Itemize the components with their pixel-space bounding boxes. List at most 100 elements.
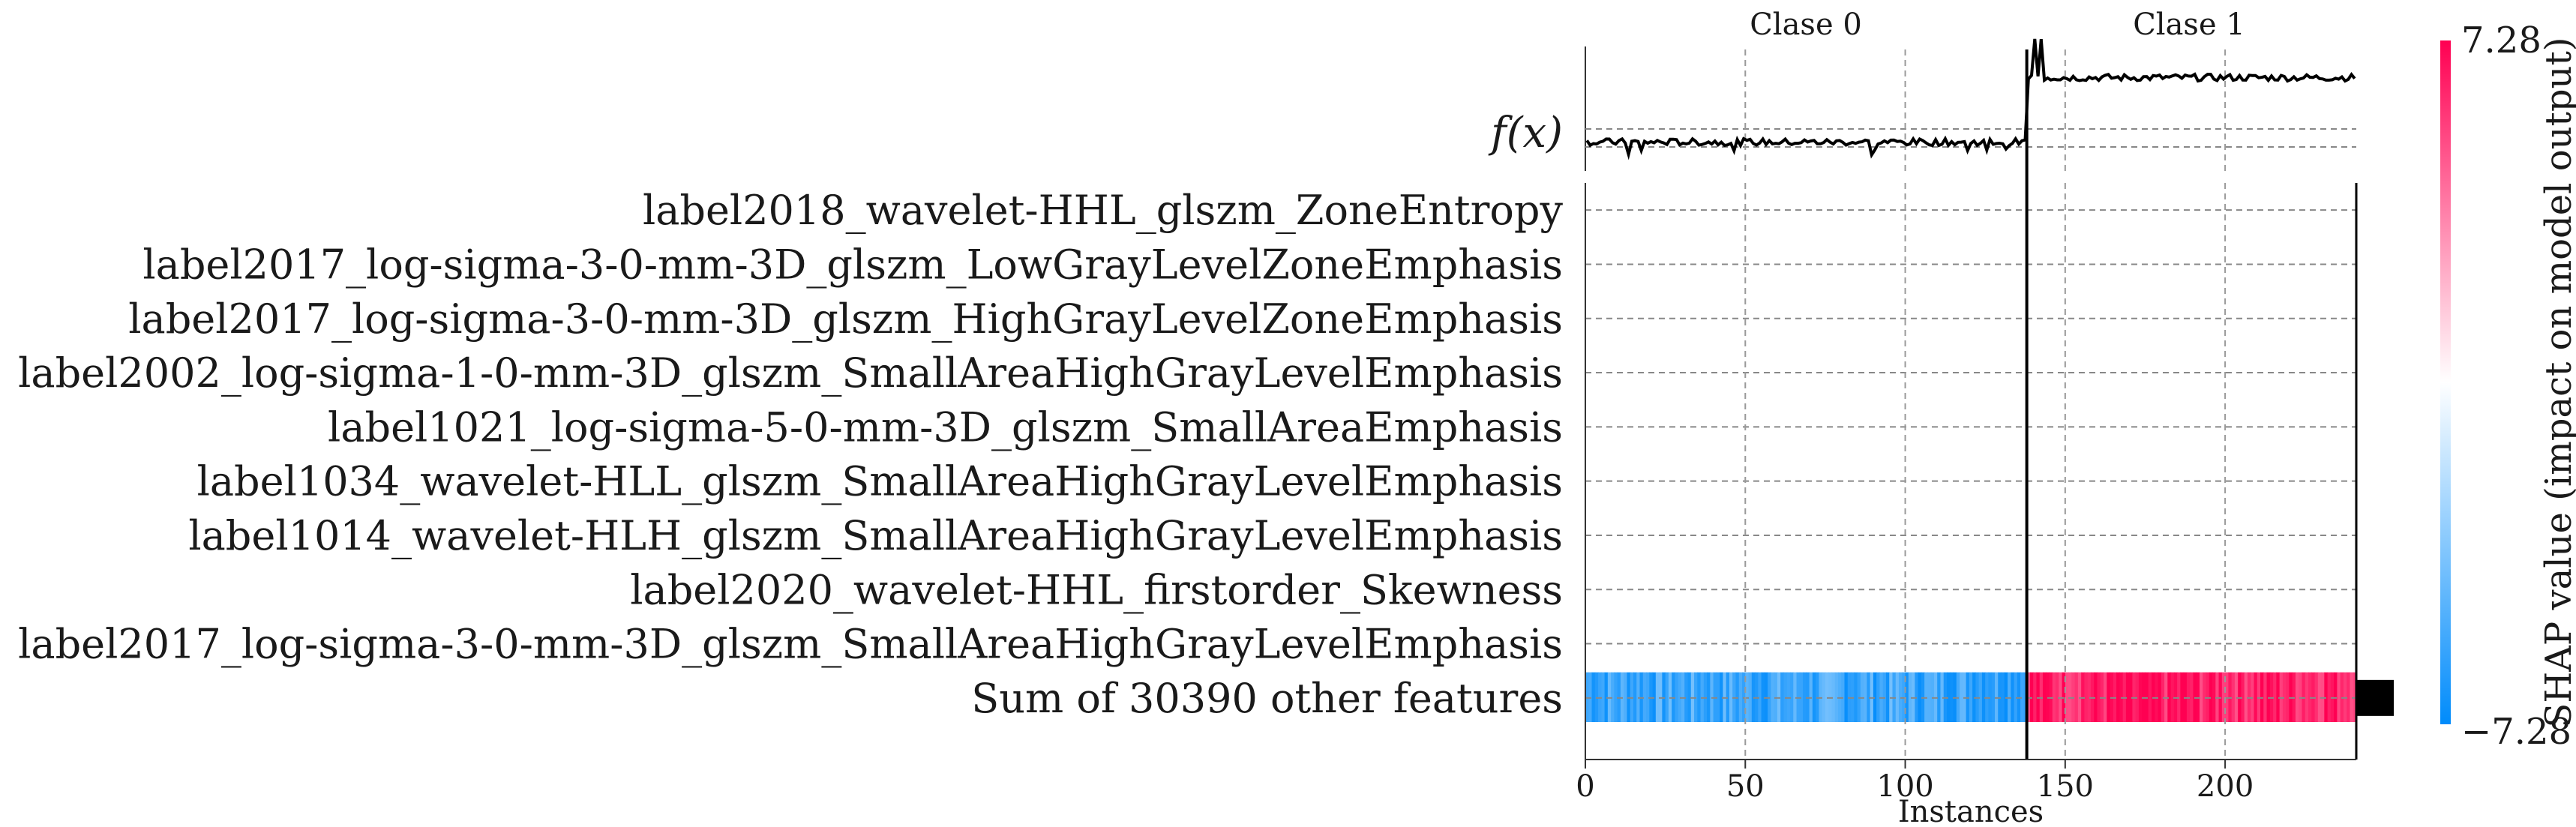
column-gridlines [1744,183,2227,760]
heatmap-cell [1822,672,1826,722]
x-tick-label: 50 [1726,769,1765,804]
heatmap-cell [2282,672,2287,722]
heatmap-cell [1591,672,1596,722]
heatmap-cell [1726,672,1730,722]
heatmap-cell [2074,672,2079,722]
heatmap-cell [1873,672,1877,722]
heatmap-cell [1614,672,1618,722]
feature-label: label1034_wavelet-HLL_glszm_SmallAreaHig… [197,458,1563,505]
heatmap-cell [2327,672,2332,722]
feature-label: label2020_wavelet-HHL_firstorder_Skewnes… [630,566,1563,613]
heatmap-cell [1758,672,1762,722]
x-tick-label: 0 [1576,769,1594,804]
heatmap-cell [2212,672,2216,722]
heatmap-cell [2107,672,2111,722]
heatmap-cell [2203,672,2207,722]
heatmap-cell [2350,672,2354,722]
x-tick-label: 150 [2037,769,2094,804]
x-axis: 0 50 100 150 200 Instances [1576,759,2356,827]
heatmap-cell [2314,672,2319,722]
heatmap-cell [2241,672,2245,722]
class-0-label: Clase 0 [1750,7,1862,42]
heatmap-cell [1978,672,1983,722]
heatmap-cell [2180,672,2185,722]
heatmap-cell [2221,672,2226,722]
heatmap-cell [1981,672,1986,722]
heatmap-cell [1937,672,1942,722]
feature-label: label2017_log-sigma-3-0-mm-3D_glszm_Smal… [18,621,1563,668]
heatmap-cell [1789,672,1794,722]
heatmap-cell [2347,672,2351,722]
heatmap-cell [1927,672,1932,722]
heatmap-cell [2286,672,2290,722]
heatmap-cell [2170,672,2175,722]
x-tick-label: 200 [2197,769,2254,804]
heatmap-cell [2254,672,2258,722]
heatmap-cell [1876,672,1881,722]
heatmap-cell [1991,672,1996,722]
heatmap-cell [1793,672,1798,722]
heatmap-cell [2062,672,2066,722]
heatmap-cell [1697,672,1702,722]
heatmap-cell [2158,672,2162,722]
heatmap-cell [1908,672,1912,722]
heatmap-cell [1646,672,1650,722]
x-axis-title: Instances [1898,795,2044,827]
feature-label: Sum of 30390 other features [971,675,1563,722]
heatmap-cell [1834,672,1839,722]
heatmap-cell [1950,672,1954,722]
heatmap-cell [1601,672,1606,722]
heatmap-cell [1864,672,1867,722]
x-ticks: 0 50 100 150 200 [1576,760,2254,804]
x-tick-label: 100 [1876,769,1933,804]
heatmap-cell [2276,672,2281,722]
heatmap-cell [1707,672,1711,722]
heatmap-cell [1831,672,1836,722]
heatmap-cell [1905,672,1909,722]
heatmap-cell [2138,672,2143,722]
heatmap-cell [1652,672,1657,722]
heatmap-cell [1624,672,1628,722]
heatmap-cell [2337,672,2341,722]
heatmap-cell [2263,672,2268,722]
heatmap-cell [1844,672,1849,722]
heatmap-cell [2052,672,2056,722]
heatmap-cell [2244,672,2248,722]
colorbar-max-label: 7.28 [2461,19,2542,61]
heatmap-cell [1812,672,1816,722]
heatmap-cell [2116,672,2120,722]
heatmap-cell [2305,672,2309,722]
heatmap-cell [2135,672,2140,722]
heatmap-cell [1960,672,1963,722]
feature-label: label2017_log-sigma-3-0-mm-3D_glszm_LowG… [142,241,1563,288]
feature-label: label1021_log-sigma-5-0-mm-3D_glszm_Smal… [328,403,1563,451]
class-1-label: Clase 1 [2133,7,2245,42]
fx-line [1585,38,2356,160]
heatmap-cell [1655,672,1660,722]
heatmap-cell [2020,672,2024,722]
row-gridlines [1585,209,2356,699]
heatmap-cell [2148,672,2152,722]
heatmap-cell [1738,672,1743,722]
heatmap-cell [1642,672,1647,722]
heatmap-cell [2190,672,2194,722]
heatmap-cell [1761,672,1765,722]
fx-vertical-gridlines [1744,49,2227,171]
colorbar-min-label: −7.28 [2461,711,2572,753]
heatmap-cell [2065,672,2069,722]
heatmap-cell [1611,672,1615,722]
heatmap-cell [2209,672,2213,722]
heatmap-panel: label2018_wavelet-HHL_glszm_ZoneEntropyl… [18,183,2358,760]
heatmap-cell [1684,672,1689,722]
heatmap-cell [2317,672,2322,722]
fx-label: f(x) [1488,109,1563,157]
feature-labels: label2018_wavelet-HHL_glszm_ZoneEntropyl… [18,187,1563,722]
heatmap-cell [1780,672,1785,722]
heatmap-cell [2097,672,2101,722]
heatmap-cell [1633,672,1637,722]
colorbar: 7.28 −7.28 SHAP value (impact on model o… [2440,19,2576,753]
heatmap-cell [1918,672,1922,722]
importance-bar [2356,679,2394,716]
heatmap-cell [2273,672,2277,722]
